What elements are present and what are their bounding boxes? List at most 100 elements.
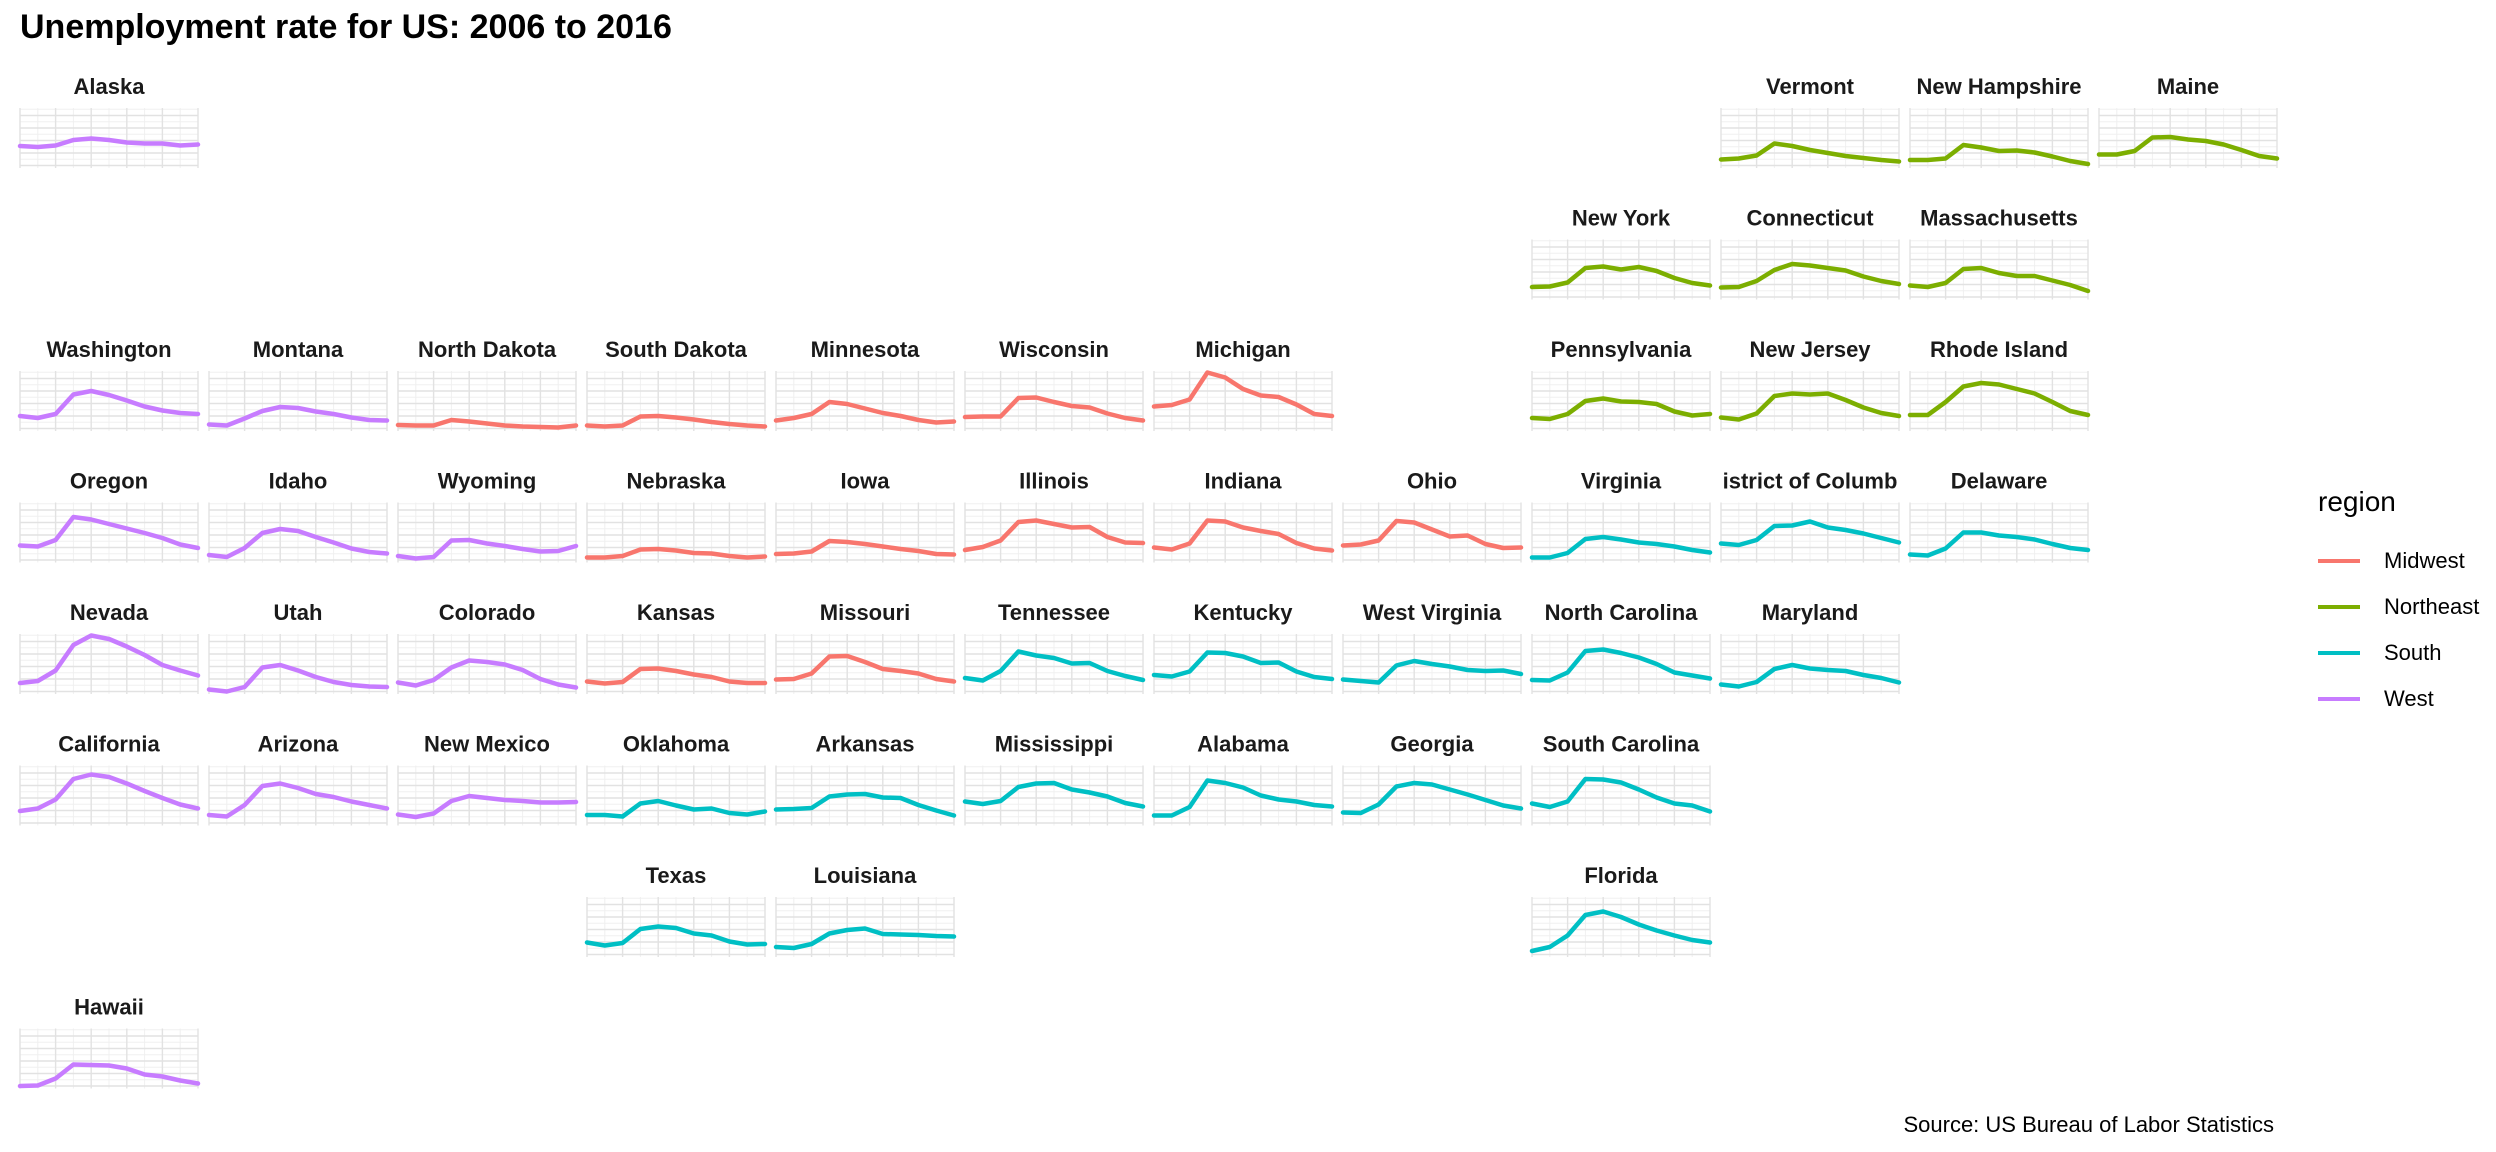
panel-title: Mississippi <box>995 732 1114 757</box>
panel-kansas: Kansas <box>587 600 765 694</box>
panel-title: Wisconsin <box>999 337 1109 362</box>
panel-title: Missouri <box>820 600 910 625</box>
panel-title: Hawaii <box>74 995 144 1020</box>
panel-arizona: Arizona <box>209 732 387 826</box>
panel-maryland: Maryland <box>1721 600 1899 694</box>
panel-ohio: Ohio <box>1343 469 1521 563</box>
panel-texas: Texas <box>587 863 765 957</box>
panel-district-of-columbia: istrict of Columb <box>1721 469 1899 563</box>
panel-title: Alaska <box>74 74 146 99</box>
panel-alabama: Alabama <box>1154 732 1332 826</box>
panel-title: Utah <box>274 600 323 625</box>
panel-hawaii: Hawaii <box>20 995 198 1089</box>
panel-title: Maryland <box>1762 600 1859 625</box>
panel-tennessee: Tennessee <box>965 600 1143 694</box>
panel-oregon: Oregon <box>20 469 198 563</box>
panel-title: Arizona <box>258 732 339 757</box>
panel-south-carolina: South Carolina <box>1532 732 1710 826</box>
panel-title: Washington <box>46 337 171 362</box>
panel-title: Alabama <box>1197 732 1289 757</box>
panel-illinois: Illinois <box>965 469 1143 563</box>
panel-alaska: Alaska <box>20 74 198 168</box>
legend-key-northeast <box>2318 605 2360 609</box>
legend: region Midwest Northeast South West <box>2318 486 2479 722</box>
panel-new-mexico: New Mexico <box>398 732 576 826</box>
panel-missouri: Missouri <box>776 600 954 694</box>
panel-new-hampshire: New Hampshire <box>1910 74 2088 168</box>
legend-item-south: South <box>2318 630 2479 676</box>
panel-title: North Dakota <box>418 337 557 362</box>
panel-new-jersey: New Jersey <box>1721 337 1899 431</box>
panel-florida: Florida <box>1532 863 1710 957</box>
panel-montana: Montana <box>209 337 387 431</box>
legend-key-west <box>2318 697 2360 701</box>
panel-colorado: Colorado <box>398 600 576 694</box>
panel-title: Louisiana <box>814 863 917 888</box>
panel-oklahoma: Oklahoma <box>587 732 765 826</box>
panel-south-dakota: South Dakota <box>587 337 765 431</box>
panel-indiana: Indiana <box>1154 469 1332 563</box>
panel-title: Rhode Island <box>1930 337 2068 362</box>
panel-title: New Mexico <box>424 732 550 757</box>
panel-iowa: Iowa <box>776 469 954 563</box>
panel-title: Pennsylvania <box>1551 337 1692 362</box>
legend-item-midwest: Midwest <box>2318 538 2479 584</box>
panel-title: New Jersey <box>1749 337 1871 362</box>
panel-virginia: Virginia <box>1532 469 1710 563</box>
panel-title: West Virginia <box>1363 600 1502 625</box>
panel-west-virginia: West Virginia <box>1343 600 1521 694</box>
panel-title: Delaware <box>1951 469 2048 494</box>
legend-item-northeast: Northeast <box>2318 584 2479 630</box>
panel-title: Kansas <box>637 600 715 625</box>
panel-pennsylvania: Pennsylvania <box>1532 337 1710 431</box>
panel-title: Minnesota <box>811 337 921 362</box>
panel-title: California <box>58 732 160 757</box>
panel-wisconsin: Wisconsin <box>965 337 1143 431</box>
panel-massachusetts: Massachusetts <box>1910 206 2088 300</box>
panel-title: North Carolina <box>1545 600 1699 625</box>
panel-louisiana: Louisiana <box>776 863 954 957</box>
panel-title: Vermont <box>1766 74 1855 99</box>
legend-label-west: West <box>2384 686 2434 712</box>
panel-title: Nevada <box>70 600 149 625</box>
panel-kentucky: Kentucky <box>1154 600 1332 694</box>
panel-title: Colorado <box>439 600 536 625</box>
panel-title: Oklahoma <box>623 732 730 757</box>
panel-title: Iowa <box>841 469 891 494</box>
panel-title: Indiana <box>1204 469 1282 494</box>
legend-item-west: West <box>2318 676 2479 722</box>
legend-label-northeast: Northeast <box>2384 594 2479 620</box>
legend-label-south: South <box>2384 640 2442 666</box>
panel-north-carolina: North Carolina <box>1532 600 1710 694</box>
panel-washington: Washington <box>20 337 198 431</box>
panel-title: Ohio <box>1407 469 1457 494</box>
panel-georgia: Georgia <box>1343 732 1521 826</box>
panel-arkansas: Arkansas <box>776 732 954 826</box>
panel-title: Georgia <box>1390 732 1474 757</box>
panel-title: Illinois <box>1019 469 1089 494</box>
panel-connecticut: Connecticut <box>1721 206 1899 300</box>
panel-title: Arkansas <box>815 732 914 757</box>
panel-title: New Hampshire <box>1916 74 2081 99</box>
source-caption: Source: US Bureau of Labor Statistics <box>1903 1112 2274 1138</box>
panel-title: Idaho <box>269 469 328 494</box>
panel-title: Virginia <box>1581 469 1662 494</box>
panel-title: Florida <box>1584 863 1658 888</box>
panel-michigan: Michigan <box>1154 337 1332 431</box>
panel-title: South Carolina <box>1543 732 1700 757</box>
panel-vermont: Vermont <box>1721 74 1899 168</box>
panel-title: Nebraska <box>626 469 726 494</box>
panel-title: Texas <box>646 863 707 888</box>
panel-nebraska: Nebraska <box>587 469 765 563</box>
panel-title: Wyoming <box>438 469 537 494</box>
panel-delaware: Delaware <box>1910 469 2088 563</box>
legend-label-midwest: Midwest <box>2384 548 2465 574</box>
panel-title: New York <box>1572 206 1671 231</box>
panel-wyoming: Wyoming <box>398 469 576 563</box>
panel-minnesota: Minnesota <box>776 337 954 431</box>
panel-nevada: Nevada <box>20 600 198 694</box>
panel-idaho: Idaho <box>209 469 387 563</box>
panel-title: Montana <box>253 337 344 362</box>
panel-title: Maine <box>2157 74 2219 99</box>
